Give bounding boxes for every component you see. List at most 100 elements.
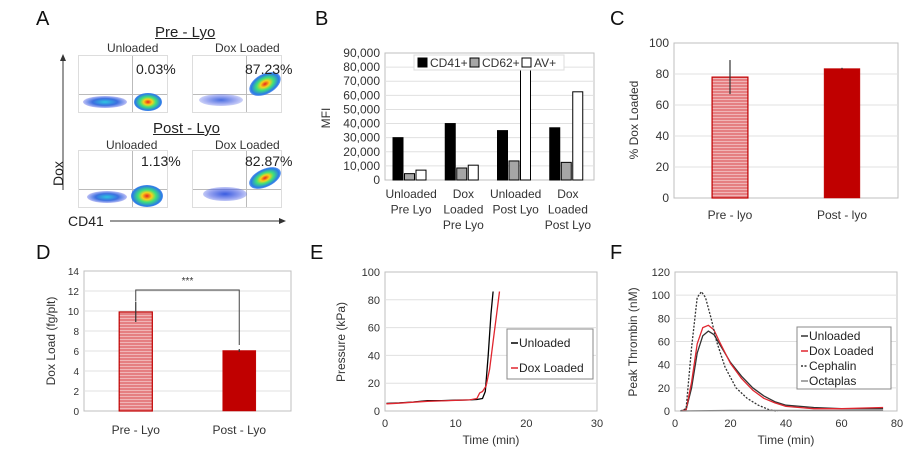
- panel-b-ytick-label: 90,000: [343, 46, 380, 60]
- significance-bracket: [135, 289, 240, 345]
- flow-plot: [78, 150, 168, 208]
- panel-d-ytick-label: 14: [68, 267, 80, 278]
- bar-av-plus: [520, 68, 531, 181]
- panel-f-xtick-label: 0: [672, 418, 678, 430]
- legend-label: CD62+: [482, 56, 520, 70]
- flow-x-label: CD41: [68, 213, 104, 229]
- panel-f-xtick-label: 40: [780, 418, 792, 430]
- panel-c-ytick-label: 80: [656, 67, 670, 81]
- panel-e-xtick-label: 10: [450, 418, 462, 430]
- series-line-cephalin: [680, 291, 778, 412]
- bar-cd62-plus: [508, 160, 520, 181]
- panel-e-ytick-label: 60: [368, 323, 380, 335]
- flow-label: Dox Loaded: [215, 138, 280, 152]
- panel-d-ytick-label: 6: [73, 347, 79, 358]
- bar-cd62-plus: [456, 167, 468, 181]
- panel-f-xlabel: Time (min): [758, 433, 815, 447]
- xtick-label: Post - Lyo: [212, 423, 266, 437]
- panel-f-legend: [796, 326, 892, 390]
- flow-label: Unloaded: [107, 41, 159, 55]
- panel-e-xlabel: Time (min): [463, 433, 520, 447]
- series-line-dox-loaded: [680, 324, 884, 412]
- panel-f-xtick-label: 20: [724, 418, 736, 430]
- flow-label: Unloaded: [106, 138, 158, 152]
- panel-b-ytick-label: 0: [373, 173, 380, 187]
- series-line-dox-loaded: [386, 291, 501, 405]
- panel-b-ytick-label: 10,000: [343, 159, 380, 173]
- panel-b-ytick-label: 70,000: [343, 74, 380, 88]
- bar-cd41-plus: [392, 137, 404, 181]
- panel-f-xtick-label: 80: [891, 418, 903, 430]
- flow-percent: 1.13%: [141, 153, 181, 169]
- panel-b-ytick-label: 30,000: [343, 131, 380, 145]
- bar-cd41-plus: [444, 123, 456, 181]
- panel-e-ytick-label: 80: [368, 295, 380, 307]
- panel-e-ytick-label: 0: [374, 406, 380, 418]
- legend-swatch: [469, 57, 480, 68]
- panel-label-d: D: [36, 242, 51, 264]
- panel-f-ytick-label: 120: [652, 267, 670, 279]
- panel-b-ytick-label: 20,000: [343, 145, 380, 159]
- panel-c-ytick-label: 0: [662, 191, 669, 205]
- panel-e-xtick-label: 30: [591, 418, 603, 430]
- panel-label-a: A: [36, 8, 50, 30]
- panel-d-ytick-label: 10: [68, 307, 80, 318]
- panel-b-ytick-label: 50,000: [343, 102, 380, 116]
- bar: [711, 76, 749, 199]
- series-line-octaplas: [680, 409, 884, 412]
- panel-e-ytick-label: 20: [368, 378, 380, 390]
- panel-d-ytick-label: 4: [73, 367, 79, 378]
- flow-plot: [192, 150, 282, 208]
- panel-d-ytick-label: 2: [73, 387, 79, 398]
- bar: [823, 68, 861, 199]
- panel-b-xtick-label: Loaded: [443, 203, 483, 217]
- panel-label-f: F: [610, 242, 623, 264]
- flow-post-title: Post - Lyo: [153, 120, 220, 137]
- panel-c-ytick-label: 100: [649, 36, 669, 50]
- legend-swatch: [521, 57, 532, 68]
- panel-label-c: C: [610, 8, 625, 30]
- panel-label-e: E: [310, 242, 324, 264]
- panel-f-ytick-label: 80: [658, 313, 670, 325]
- bar: [118, 311, 153, 412]
- panel-b-ylabel: MFI: [319, 108, 333, 129]
- xtick-label: Pre - lyo: [708, 208, 753, 222]
- panel-f-xtick-label: 60: [835, 418, 847, 430]
- panel-c-ytick-label: 20: [656, 160, 670, 174]
- panel-d-ytick-label: 12: [68, 287, 80, 298]
- bar: [222, 350, 257, 412]
- legend-label: Unloaded: [809, 329, 860, 343]
- legend-label: CD41+: [430, 56, 468, 70]
- bar-av-plus: [467, 164, 479, 181]
- bar-av-plus: [415, 169, 427, 181]
- legend-label: Cephalin: [809, 359, 856, 373]
- panel-b-xtick-label: Dox: [453, 187, 474, 201]
- legend-label: Octaplas: [809, 374, 856, 388]
- panel-d-ytick-label: 0: [73, 407, 79, 418]
- panel-f-ytick-label: 40: [658, 360, 670, 372]
- bar-cd41-plus: [549, 127, 561, 181]
- flow-percent: 82.87%: [245, 153, 293, 169]
- panel-d-ytick-label: 8: [73, 327, 79, 338]
- bar-cd62-plus: [404, 173, 415, 181]
- legend-label: Unloaded: [519, 336, 570, 350]
- panel-b-xtick-label: Unloaded: [490, 187, 541, 201]
- panel-e-xtick-label: 0: [382, 418, 388, 430]
- bar-av-plus: [572, 91, 584, 181]
- panel-f-ytick-label: 100: [652, 290, 670, 302]
- xtick-label: Pre - Lyo: [112, 423, 161, 437]
- ylabel: % Dox Loaded: [627, 81, 641, 160]
- flow-percent: 0.03%: [136, 61, 176, 77]
- panel-b-ytick-label: 60,000: [343, 88, 380, 102]
- panel-label-b: B: [315, 8, 329, 30]
- panel-d-plot-area: [83, 270, 292, 412]
- significance-stars: ***: [182, 276, 194, 287]
- panel-c-ytick-label: 40: [656, 129, 670, 143]
- flow-plot: [78, 55, 168, 113]
- panel-b-xtick-label: Post Lyo: [545, 218, 592, 232]
- panel-e-legend: [506, 328, 594, 380]
- panel-e-ytick-label: 40: [368, 350, 380, 362]
- panel-b-plot-area: [384, 52, 595, 181]
- panel-e-ytick-label: 100: [362, 267, 380, 279]
